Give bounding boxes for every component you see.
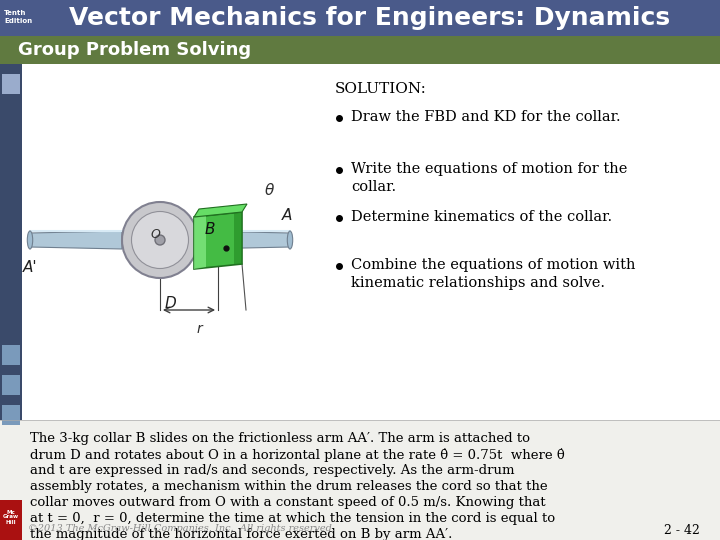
Ellipse shape — [122, 202, 198, 278]
Text: B: B — [204, 222, 215, 238]
Text: Determine kinematics of the collar.: Determine kinematics of the collar. — [351, 210, 612, 224]
Text: assembly rotates, a mechanism within the drum releases the cord so that the: assembly rotates, a mechanism within the… — [30, 480, 548, 493]
Ellipse shape — [132, 212, 189, 268]
Ellipse shape — [287, 231, 293, 249]
Polygon shape — [198, 231, 290, 249]
Text: SOLUTION:: SOLUTION: — [335, 82, 427, 96]
Bar — [2, 405, 20, 425]
Text: O: O — [150, 228, 160, 241]
Polygon shape — [234, 212, 242, 264]
Ellipse shape — [155, 235, 165, 245]
Text: Group Problem Solving: Group Problem Solving — [18, 41, 251, 59]
Text: Mc
Graw
Hill: Mc Graw Hill — [3, 510, 19, 524]
Text: Vector Mechanics for Engineers: Dynamics: Vector Mechanics for Engineers: Dynamics — [69, 6, 670, 30]
Text: Write the equations of motion for the: Write the equations of motion for the — [351, 162, 627, 176]
Text: A': A' — [23, 260, 37, 275]
Text: the magnitude of the horizontal force exerted on B by arm AA′.: the magnitude of the horizontal force ex… — [30, 528, 452, 540]
Text: 2 - 42: 2 - 42 — [664, 524, 700, 537]
Text: drum D and rotates about O in a horizontal plane at the rate θ̇ = 0.75t  where θ: drum D and rotates about O in a horizont… — [30, 448, 564, 462]
Text: collar moves outward from O with a constant speed of 0.5 m/s. Knowing that: collar moves outward from O with a const… — [30, 496, 546, 509]
Polygon shape — [194, 204, 247, 217]
Text: Edition: Edition — [4, 18, 32, 24]
Text: $\theta$: $\theta$ — [264, 182, 276, 198]
Polygon shape — [194, 212, 242, 269]
Text: collar.: collar. — [351, 180, 396, 194]
Text: Combine the equations of motion with: Combine the equations of motion with — [351, 258, 636, 272]
Ellipse shape — [27, 231, 32, 249]
Bar — [22, 64, 720, 420]
Text: A: A — [282, 208, 292, 223]
Text: Draw the FBD and KD for the collar.: Draw the FBD and KD for the collar. — [351, 110, 621, 124]
Bar — [0, 0, 720, 36]
Bar — [0, 64, 22, 540]
Bar — [0, 420, 720, 540]
Text: and t are expressed in rad/s and seconds, respectively. As the arm-drum: and t are expressed in rad/s and seconds… — [30, 464, 515, 477]
Bar — [2, 345, 20, 365]
Bar — [0, 500, 22, 540]
Text: ©2013 The McGraw-Hill Companies, Inc.  All rights reserved.: ©2013 The McGraw-Hill Companies, Inc. Al… — [28, 524, 335, 533]
Text: D: D — [164, 296, 176, 311]
Bar — [2, 375, 20, 395]
Polygon shape — [30, 231, 122, 249]
Text: kinematic relationships and solve.: kinematic relationships and solve. — [351, 276, 605, 290]
Polygon shape — [194, 215, 206, 269]
Text: Tenth: Tenth — [4, 10, 27, 16]
Bar — [2, 74, 20, 94]
Bar — [0, 36, 720, 64]
Text: at t = 0,  r = 0, determine the time at which the tension in the cord is equal t: at t = 0, r = 0, determine the time at w… — [30, 512, 555, 525]
Text: The 3-kg collar B slides on the frictionless arm AA′. The arm is attached to: The 3-kg collar B slides on the friction… — [30, 432, 530, 445]
Text: r: r — [196, 322, 202, 336]
